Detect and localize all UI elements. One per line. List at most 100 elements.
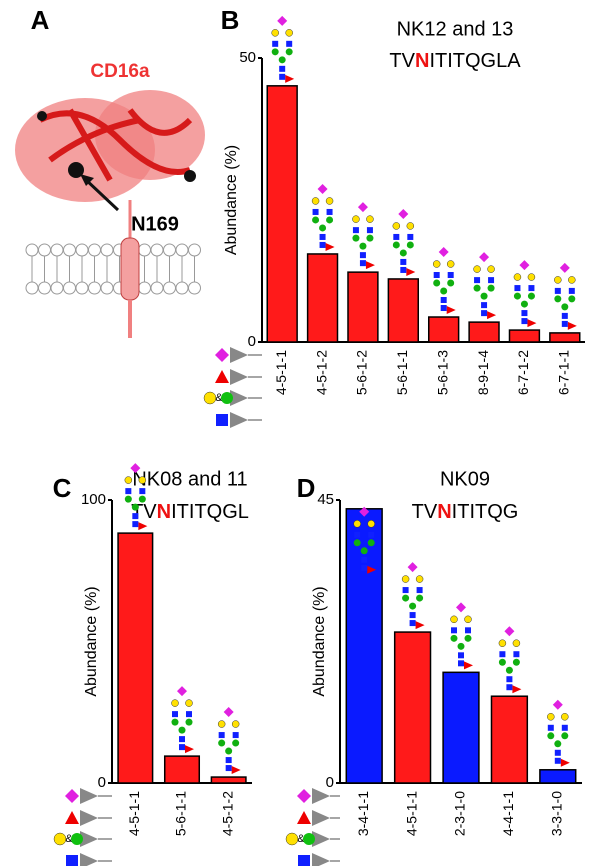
y-tick-label: 50 [239,49,256,66]
mannose [513,292,521,300]
glycan-icon [498,626,522,694]
fucose [567,321,577,330]
glcnac [407,233,414,240]
glycan-icon [547,699,570,767]
galactose [513,273,522,281]
galactose [171,699,179,707]
panel-letter: C [53,473,72,503]
key-and: & [215,392,223,404]
sialic [223,707,234,718]
x-tick-label: 5-6-1-2 [354,350,370,395]
glcnac [561,320,568,327]
sialic [456,602,466,613]
glcnac [286,40,293,47]
y-axis-label: Abundance (%) [311,586,328,696]
mannose [561,732,569,740]
fucose [446,306,456,315]
glcnac [506,676,513,683]
glcnac [488,277,495,284]
galactose [406,222,415,230]
x-tick-label: 5-6-1-1 [394,350,410,395]
galactose [392,222,401,230]
galactose [352,215,360,223]
galactose [415,575,424,583]
panel-a: A CD16a N169 [15,5,205,338]
lipid-head [88,281,101,295]
glcnac [125,488,132,495]
key-arrow [230,412,248,428]
mannose [392,241,400,249]
glycan-icon [353,506,377,574]
lipid-head [163,243,176,257]
sialic [407,562,418,573]
x-tick-label: 3-3-1-0 [549,791,565,836]
glcnac [433,272,440,279]
mannose [402,594,410,602]
glcnac [481,302,488,309]
mannose [367,539,375,547]
glcnac [359,252,366,259]
lipid-head [175,243,189,257]
key-arrow [80,853,98,866]
glycan-icon [217,707,241,775]
glcnac [440,305,447,312]
mannose [554,295,562,303]
galactose [231,720,240,728]
fucose [527,319,537,328]
glcnac [409,620,416,627]
glcnac [416,587,423,594]
glycan-icon [554,262,577,330]
glcnac [319,233,326,240]
mannose [271,48,279,56]
sialic [438,247,449,258]
bar [306,253,339,343]
key-glcnac [216,414,228,426]
sialic [357,202,368,213]
mannose [487,284,495,292]
y-tick-label: 0 [326,774,334,791]
bar [468,321,500,343]
x-tick-label: 4-5-1-1 [403,791,419,836]
key-galactose [203,391,217,405]
glcnac [361,556,368,563]
key-arrow [312,788,330,804]
glcnac [528,285,535,292]
glcnac [179,736,185,743]
fucose [231,766,241,775]
lipid-head [175,281,189,295]
glcnac [279,65,286,72]
subtitle-part: ITITQGL [171,501,249,523]
glycan-icon [352,202,375,270]
glcnac [326,208,333,215]
x-tick-label: 3-4-1-1 [355,791,371,836]
galactose [450,615,458,624]
glcnac [354,531,361,538]
lipid-head [25,281,39,295]
glcnac [225,757,232,764]
x-tick-label: 4-5-1-2 [313,350,329,395]
glcnac [400,266,407,273]
galactose [432,260,441,268]
protein-label: CD16a [90,61,150,82]
mannose [178,726,186,734]
galactose [464,615,472,624]
glcnac [554,287,561,294]
mannose [171,718,179,726]
mannose [359,242,367,250]
mannose [527,292,535,300]
fucose [512,685,522,694]
sialic [559,262,570,273]
key-arrow [230,390,248,406]
galactose [311,197,320,205]
bar [508,329,541,343]
mannose [561,303,569,311]
glcnac [139,488,146,495]
glcnac [440,297,447,304]
fucose [138,522,148,531]
mannose [520,300,528,308]
glcnac [568,287,575,294]
glcnac [554,749,561,756]
glcnac [513,651,520,658]
lipid-head [50,281,64,295]
lipid-head [150,243,164,257]
